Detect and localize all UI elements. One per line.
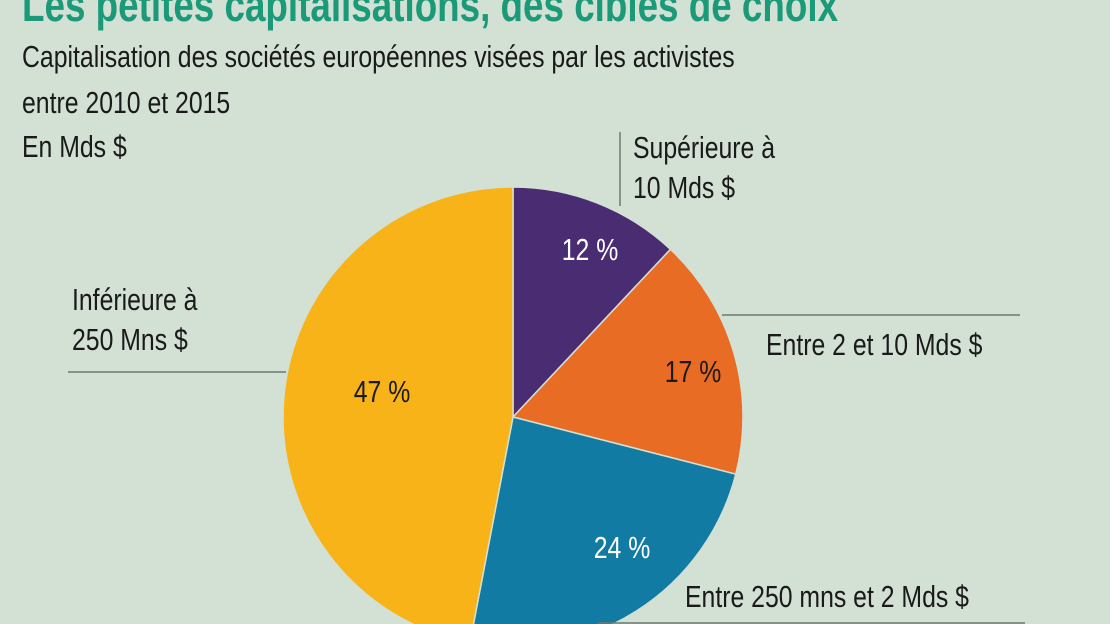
slice-value-label-1: 17 % bbox=[665, 354, 722, 388]
slice-label-3: Inférieure à 250 Mns $ bbox=[72, 280, 197, 360]
pie-slice-1 bbox=[511, 248, 744, 476]
slice-label-0-line-1: Supérieure à bbox=[633, 130, 776, 165]
chart-unit: En Mds $ bbox=[22, 129, 127, 164]
slice-label-1: Entre 2 et 10 Mds $ bbox=[766, 325, 982, 365]
slice-label-3-line-2: 250 Mns $ bbox=[72, 322, 188, 357]
slice-value-label-3: 47 % bbox=[354, 374, 411, 408]
chart-subtitle-line-2: entre 2010 et 2015 bbox=[22, 85, 231, 120]
chart-title: Les petites capitalisations, des cibles … bbox=[22, 0, 839, 31]
slice-label-0-line-2: 10 Mds $ bbox=[633, 170, 736, 205]
slice-label-3-line-1: Inférieure à bbox=[72, 282, 198, 317]
chart-subtitle-line-1: Capitalisation des sociétés européennes … bbox=[22, 39, 735, 74]
slice-value-label-2: 24 % bbox=[594, 530, 651, 564]
slice-label-1-line-1: Entre 2 et 10 Mds $ bbox=[766, 327, 983, 362]
slice-label-2: Entre 250 mns et 2 Mds $ bbox=[685, 577, 969, 617]
pie-slice-0 bbox=[512, 186, 672, 419]
pie-slice-2 bbox=[472, 416, 737, 624]
pie-slice-3 bbox=[282, 186, 514, 624]
slice-label-2-line-1: Entre 250 mns et 2 Mds $ bbox=[685, 579, 969, 614]
slice-value-label-0: 12 % bbox=[562, 232, 619, 266]
slice-label-0: Supérieure à 10 Mds $ bbox=[633, 128, 775, 208]
